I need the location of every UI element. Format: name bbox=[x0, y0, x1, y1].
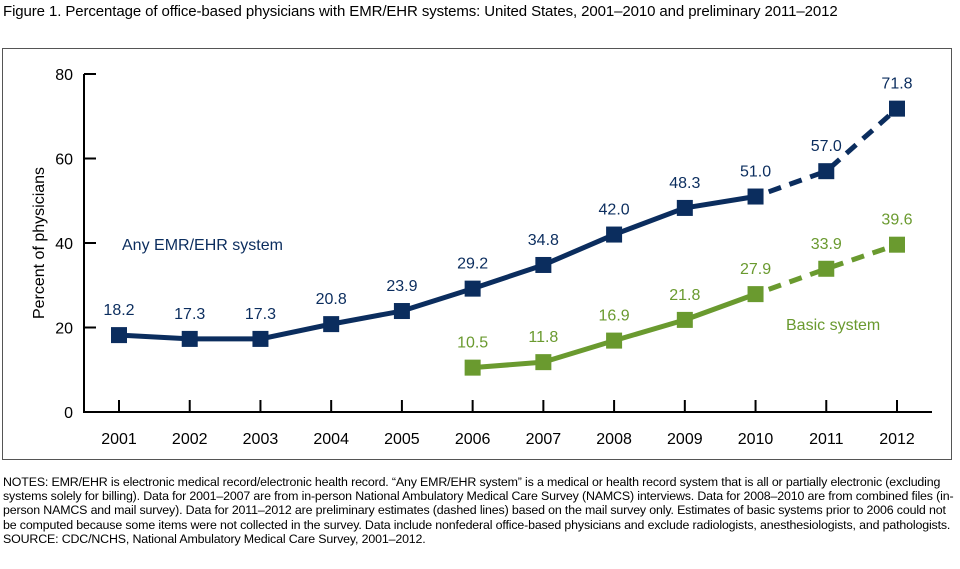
x-tick-label: 2001 bbox=[101, 431, 137, 448]
data-label-basic-system: 39.6 bbox=[881, 212, 912, 229]
data-point-any-emr-ehr-system bbox=[747, 188, 764, 205]
data-label-basic-system: 27.9 bbox=[740, 261, 771, 278]
x-tick-label: 2009 bbox=[667, 431, 703, 448]
data-point-basic-system bbox=[747, 286, 764, 303]
y-tick-label: 20 bbox=[55, 321, 73, 338]
legend-label-basic: Basic system bbox=[786, 317, 880, 334]
x-tick-label: 2012 bbox=[879, 431, 915, 448]
figure-title: Figure 1. Percentage of office-based phy… bbox=[3, 3, 838, 20]
legend-label-any-emr: Any EMR/EHR system bbox=[122, 237, 283, 254]
x-tick-label: 2010 bbox=[738, 431, 774, 448]
data-label-any-emr-ehr-system: 18.2 bbox=[103, 302, 134, 319]
data-label-any-emr-ehr-system: 71.8 bbox=[881, 76, 912, 93]
data-point-basic-system bbox=[535, 354, 552, 371]
x-tick-label: 2004 bbox=[313, 431, 349, 448]
data-point-any-emr-ehr-system bbox=[676, 199, 693, 216]
y-axis-label: Percent of physicians bbox=[31, 167, 48, 319]
series-line-solid-any-emr-ehr-system bbox=[118, 194, 756, 342]
series-group bbox=[111, 100, 905, 376]
data-point-any-emr-ehr-system bbox=[252, 330, 269, 347]
y-tick-label: 0 bbox=[64, 405, 73, 422]
data-label-any-emr-ehr-system: 17.3 bbox=[245, 306, 276, 323]
data-label-basic-system: 21.8 bbox=[669, 287, 700, 304]
notes-text: NOTES: EMR/EHR is electronic medical rec… bbox=[3, 475, 954, 532]
x-tick-label: 2006 bbox=[455, 431, 491, 448]
data-point-basic-system bbox=[464, 359, 481, 376]
data-label-any-emr-ehr-system: 23.9 bbox=[386, 278, 417, 295]
y-tick-label: 80 bbox=[55, 67, 73, 84]
x-tick-label: 2005 bbox=[384, 431, 420, 448]
data-label-any-emr-ehr-system: 57.0 bbox=[811, 138, 842, 155]
data-label-any-emr-ehr-system: 20.8 bbox=[316, 291, 347, 308]
data-label-any-emr-ehr-system: 42.0 bbox=[599, 202, 630, 219]
series-line-solid-basic-system bbox=[472, 291, 757, 371]
data-point-any-emr-ehr-system bbox=[818, 163, 835, 180]
data-label-basic-system: 10.5 bbox=[457, 335, 488, 352]
source-text: SOURCE: CDC/NCHS, National Ambulatory Me… bbox=[3, 531, 426, 546]
data-point-any-emr-ehr-system bbox=[464, 280, 481, 297]
data-point-basic-system bbox=[676, 311, 693, 328]
data-point-basic-system bbox=[818, 260, 835, 277]
data-point-any-emr-ehr-system bbox=[323, 316, 340, 333]
y-tick-label: 40 bbox=[55, 236, 73, 253]
x-tick-label: 2003 bbox=[243, 431, 279, 448]
data-label-any-emr-ehr-system: 29.2 bbox=[457, 256, 488, 273]
series-line-dashed-basic-system bbox=[754, 242, 898, 297]
x-tick-label: 2007 bbox=[526, 431, 562, 448]
data-point-any-emr-ehr-system bbox=[111, 327, 127, 344]
notes-block: NOTES: EMR/EHR is electronic medical rec… bbox=[3, 475, 958, 546]
data-label-basic-system: 11.8 bbox=[528, 329, 558, 346]
x-tick-label: 2011 bbox=[809, 431, 844, 448]
axes: 0 20 40 60 80 2001 2002 2003 2004 2005 2006 2007 200… bbox=[55, 67, 932, 448]
data-label-any-emr-ehr-system: 17.3 bbox=[174, 306, 205, 323]
data-label-any-emr-ehr-system: 34.8 bbox=[528, 232, 559, 249]
data-label-any-emr-ehr-system: 51.0 bbox=[740, 164, 771, 181]
chart-frame bbox=[2, 48, 952, 460]
data-labels: 18.2 17.3 17.3 20.8 23.9 29.2 34.8 42.0 48.3 51.0… bbox=[103, 76, 912, 352]
series-line-dashed-any-emr-ehr-system bbox=[754, 106, 899, 199]
y-tick-label: 60 bbox=[55, 152, 73, 169]
data-label-basic-system: 33.9 bbox=[811, 236, 842, 253]
data-label-basic-system: 16.9 bbox=[599, 308, 630, 325]
data-point-basic-system bbox=[606, 332, 623, 349]
data-point-any-emr-ehr-system bbox=[393, 303, 410, 320]
data-label-any-emr-ehr-system: 48.3 bbox=[669, 175, 700, 192]
data-point-basic-system bbox=[889, 236, 905, 253]
data-point-any-emr-ehr-system bbox=[889, 100, 905, 117]
data-point-any-emr-ehr-system bbox=[606, 226, 623, 243]
data-point-any-emr-ehr-system bbox=[535, 256, 552, 273]
x-tick-label: 2002 bbox=[172, 431, 208, 448]
x-tick-label: 2008 bbox=[596, 431, 632, 448]
data-point-any-emr-ehr-system bbox=[181, 330, 198, 347]
